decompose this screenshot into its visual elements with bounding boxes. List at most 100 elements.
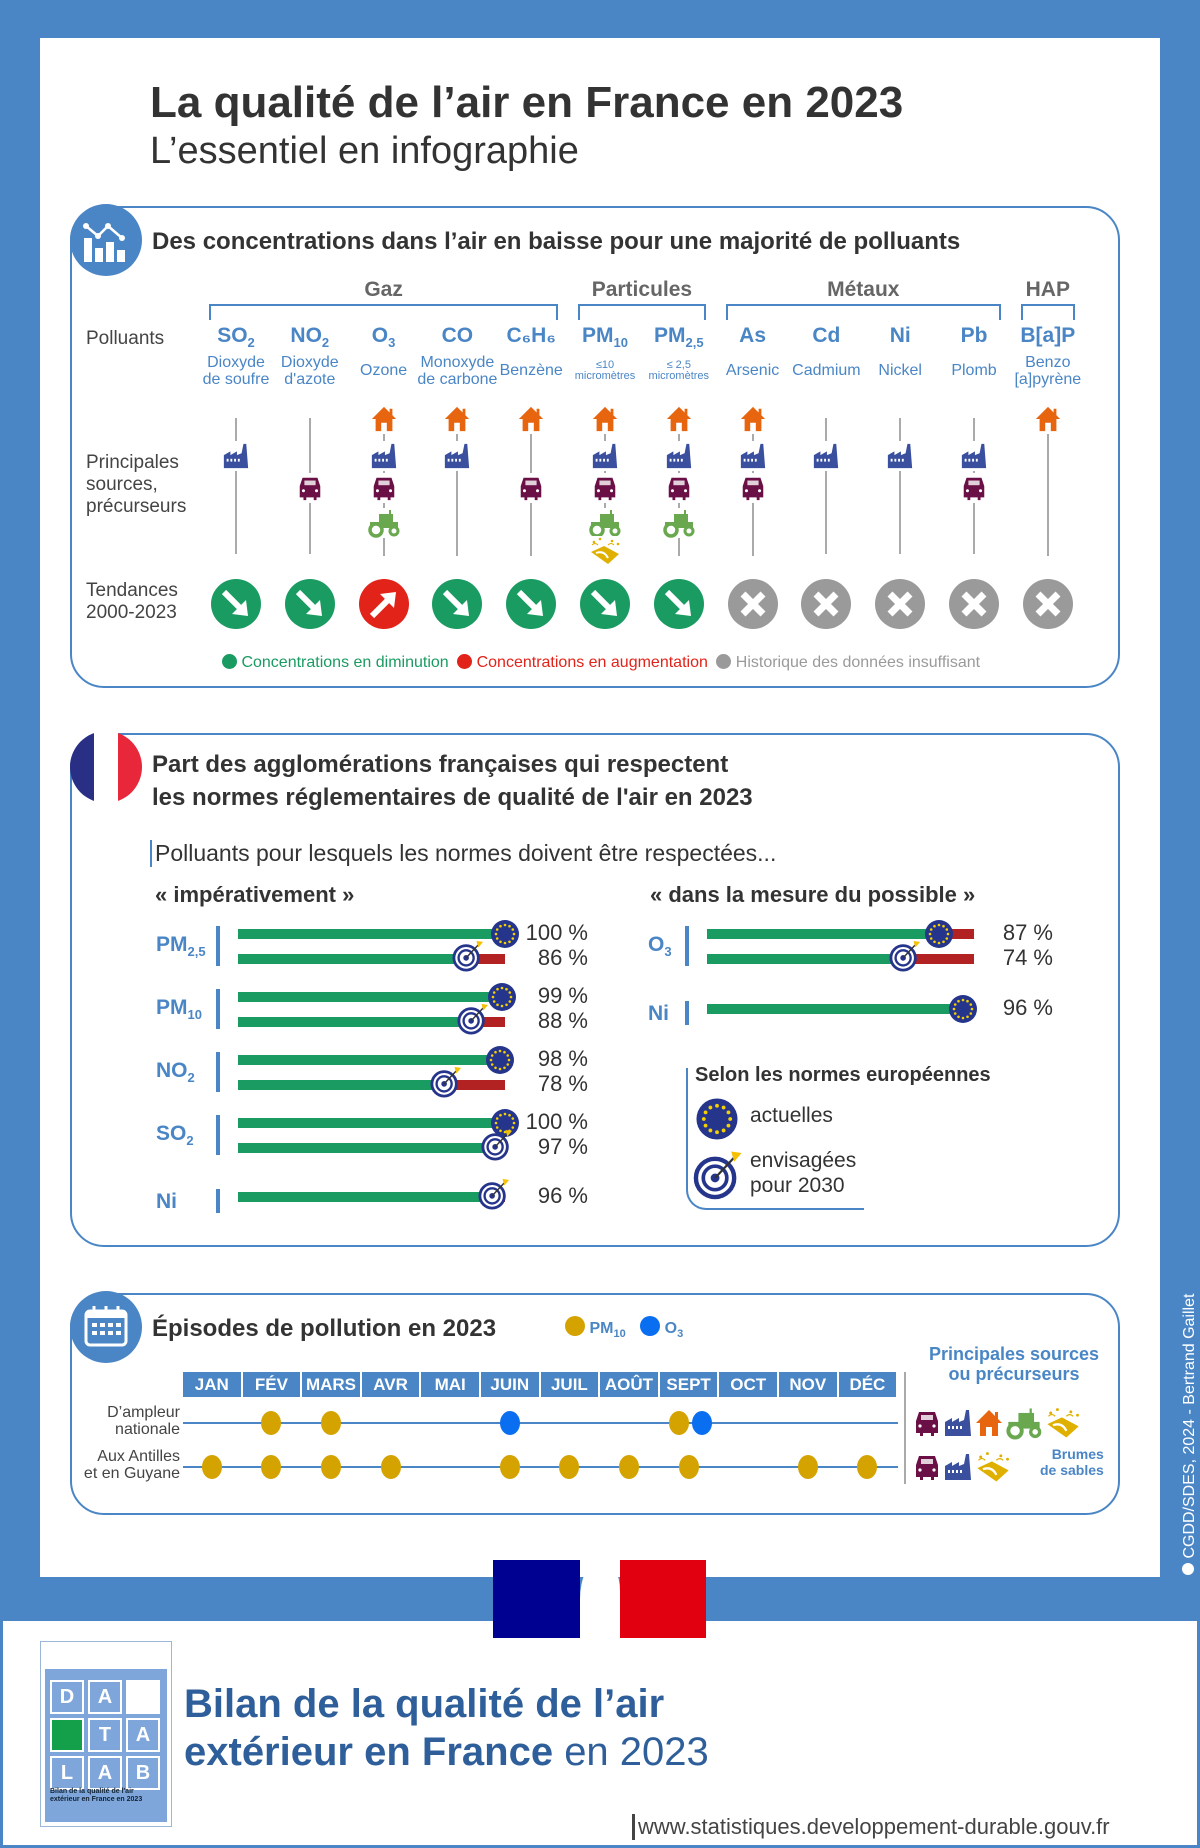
percent-value: 97 % [537, 1134, 588, 1159]
group-label: HAP [1025, 278, 1070, 301]
month-header: JUIL [540, 1372, 599, 1397]
pollutant-name-line: Benzène [499, 362, 563, 379]
pollutant-formula: B[a]P [1020, 324, 1076, 347]
pollutant-symbol: O3 [344, 324, 424, 350]
pollutant-subscript: 3 [388, 335, 396, 351]
compliance-bar [238, 1143, 505, 1153]
month-header: AVR [361, 1372, 420, 1397]
cover-letter [50, 1718, 84, 1752]
row-tick [216, 1052, 220, 1092]
episode-dot-o3 [499, 1411, 520, 1435]
row-tick [216, 1115, 220, 1155]
group-bracket [1020, 304, 1075, 320]
best-effort-heading: « dans la mesure du possible » [650, 882, 976, 907]
credit-dot-icon [1182, 1563, 1194, 1575]
month-header: OCT [719, 1372, 777, 1397]
pollutant-subscript: 2 [321, 335, 330, 351]
row-tick [685, 926, 689, 966]
percent-value: 86 % [537, 945, 588, 970]
source-line [825, 418, 828, 554]
pollutant-symbol: Cd [786, 324, 866, 348]
sources-label-line: précurseurs [86, 496, 187, 517]
infographic-card [40, 38, 1160, 1577]
tractor-icon [663, 508, 695, 538]
pm10-dot-icon [565, 1316, 585, 1336]
compliance-bar [238, 992, 505, 1002]
trend-down-icon [211, 579, 261, 629]
episode-row-label: Aux Antilles et en Guyane [10, 1448, 180, 1482]
episodes-title: Épisodes de pollution en 2023 [152, 1315, 497, 1342]
concentrations-panel [70, 206, 1120, 688]
legend-future-line: pour 2030 [750, 1174, 845, 1197]
percent-value: 78 % [537, 1071, 588, 1096]
sand-label-line: Brumes [1051, 1446, 1104, 1462]
trend-insufficient-icon [949, 579, 999, 629]
sand-icon [1046, 1407, 1081, 1439]
cover-letter: D [50, 1680, 84, 1714]
trend-insufficient-icon [1022, 579, 1073, 629]
pollutant-name: Cadmium [784, 362, 868, 379]
trends-row-label: Tendances 2000-2023 [86, 580, 178, 624]
compliance-fill [238, 992, 503, 1002]
row-tick [216, 989, 220, 1029]
sand-icon [976, 1451, 1011, 1483]
pollutant-subscript: 10 [613, 335, 628, 351]
episode-dot-pm10 [499, 1455, 520, 1479]
pollutant-subscript: 2 [247, 335, 255, 351]
tractor-icon [589, 508, 621, 538]
house-icon [976, 1410, 1002, 1436]
factory-icon [945, 1410, 971, 1436]
report-title-year: en 2023 [564, 1730, 709, 1774]
group-bracket [725, 304, 1001, 320]
episode-dot-pm10 [261, 1455, 282, 1479]
percent-value: 87 % [1002, 920, 1053, 945]
car-icon [668, 477, 690, 501]
house-icon [740, 406, 765, 432]
episode-dot-o3 [691, 1411, 712, 1435]
pollutant-name: Benzo [a]pyrène [1006, 354, 1090, 388]
compliance-bar [238, 1118, 505, 1128]
pollutant-symbol: Ni [860, 324, 940, 348]
episode-dot-pm10 [678, 1455, 699, 1479]
percent-value: 74 % [1002, 945, 1053, 970]
car-icon [594, 477, 616, 501]
pollutant-symbol: C₆H₆ [491, 324, 571, 348]
target-icon [478, 1178, 511, 1210]
pollutant-label-text: NO [156, 1059, 188, 1082]
pollutant-label-sub: 2,5 [187, 944, 206, 960]
episode-dot-pm10 [321, 1455, 341, 1479]
pollutant-name-line: Cadmium [792, 362, 861, 379]
cover-letter: A [88, 1680, 122, 1714]
car-icon [520, 477, 542, 501]
pollutant-label-text: Ni [156, 1190, 177, 1213]
sources-title-line: Principales sources [928, 1344, 1100, 1364]
group-label: Gaz [364, 278, 403, 301]
tractor-icon [367, 508, 400, 538]
eu-flag-icon [696, 1098, 738, 1140]
cover-letter: A [88, 1756, 122, 1790]
target-icon [693, 1150, 743, 1200]
trends-label-line: Tendances [86, 580, 178, 601]
group-label: Métaux [827, 278, 900, 301]
house-icon [592, 406, 618, 432]
report-title-line2: extérieur en France [184, 1730, 554, 1774]
source-line [456, 420, 459, 556]
credit: CGDD/SDES, 2024 - Bertrand Gaillet [1181, 1294, 1199, 1575]
pollutant-name-line: Arsenic [725, 362, 780, 379]
standards-intro: Polluants pour lesquels les normes doive… [150, 840, 776, 867]
trend-up-icon [358, 579, 409, 629]
house-icon [1035, 406, 1060, 432]
source-line [899, 418, 902, 554]
target-icon [452, 940, 484, 972]
pollutant-label-text: PM [156, 933, 188, 956]
compliance-fill [238, 1080, 447, 1090]
pollutant-label: O3 [648, 933, 672, 959]
pollutant-label-sub: 2 [186, 1133, 194, 1149]
pollutant-name: ≤ 2,5 micromètres [637, 360, 721, 382]
cover-letter: L [50, 1756, 84, 1790]
website-link[interactable]: www.statistiques.developpement-durable.g… [632, 1814, 1110, 1840]
car-icon [916, 1412, 938, 1436]
pollutant-label: PM10 [156, 996, 202, 1022]
group-label: Particules [591, 278, 693, 301]
